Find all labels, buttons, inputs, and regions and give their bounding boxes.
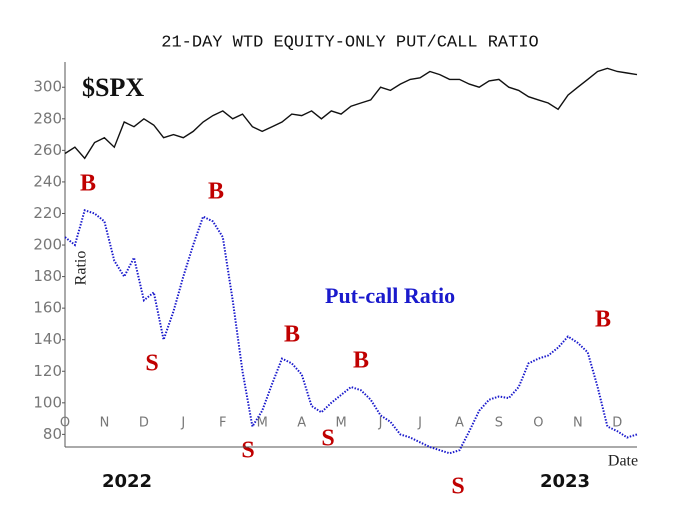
signal: B [353,348,369,374]
signal: B [284,322,300,348]
y-tick-label: 160 [33,299,62,317]
y-tick-label: 260 [33,141,62,159]
y-tick-label: 80 [43,425,62,443]
signal: B [80,171,96,197]
y-tick-label: 180 [33,267,62,285]
x-tick-label: A [455,416,464,431]
y-tick-label: 120 [33,362,62,380]
chart-title: 21-DAY WTD EQUITY-ONLY PUT/CALL RATIO [161,33,538,52]
x-tick-label: M [257,416,268,431]
series-line [64,67,638,160]
x-tick-label: J [378,416,383,431]
y-axis-label: Ratio [73,251,90,286]
x-tick-label: N [573,416,583,431]
signal: B [595,307,611,333]
x-tick-label: O [533,416,543,431]
y-tick-label: 240 [33,172,62,190]
x-axis-label: Date [608,453,638,470]
y-tick-label: 300 [33,78,62,96]
spx-label: $SPX [82,73,144,102]
x-tick-label: D [139,416,149,431]
signal: B [208,179,224,205]
series-line [64,209,638,455]
x-tick-label: F [219,416,226,431]
y-tick-label: 100 [33,393,62,411]
y-tick-label: 200 [33,236,62,254]
y-tick-label: 280 [33,109,62,127]
signal: S [145,351,158,377]
x-tick-label: O [60,416,70,431]
x-tick-label: N [100,416,110,431]
x-tick-label: J [417,416,422,431]
signal: S [321,426,334,452]
y-tick-label: 220 [33,204,62,222]
x-tick-label: S [495,416,503,431]
x-tick-label: A [297,416,306,431]
year-label: 2022 [102,471,152,492]
year-label: 2023 [540,471,590,492]
x-tick-label: J [180,416,185,431]
signal: S [241,438,254,464]
y-tick-label: 140 [33,330,62,348]
x-tick-label: D [612,416,622,431]
x-tick-label: M [336,416,347,431]
signal: S [451,474,464,500]
ratio-label: Put-call Ratio [325,283,455,308]
